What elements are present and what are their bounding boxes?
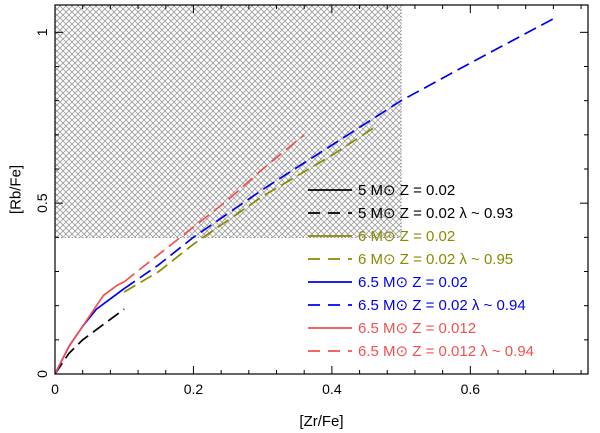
legend: 5 M⊙ Z = 0.02 5 M⊙ Z = 0.02 λ ~ 0.93 6 M⊙ … (308, 182, 534, 360)
y-tick-label: 0 (34, 370, 50, 378)
y-tick-label: 0.5 (34, 193, 50, 213)
series-line-6 (54, 281, 125, 375)
series-line-5 (123, 17, 554, 290)
y-axis-label: [Rb/Fe] (8, 165, 25, 214)
legend-label-7: 6.5 M⊙ Z = 0.012 λ ~ 0.94 (358, 343, 534, 360)
y-tick-label: 1 (34, 28, 50, 36)
legend-label-2: 6 M⊙ Z = 0.02 (358, 228, 455, 245)
legend-label-0: 5 M⊙ Z = 0.02 (358, 182, 455, 199)
series-line-3 (123, 127, 374, 293)
series-line-4 (54, 287, 125, 375)
x-tick-label: 0 (51, 381, 59, 397)
legend-label-3: 6 M⊙ Z = 0.02 λ ~ 0.95 (358, 251, 513, 268)
plot-frame (54, 4, 589, 375)
legend-label-4: 6.5 M⊙ Z = 0.02 (358, 274, 468, 291)
legend-label-6: 6.5 M⊙ Z = 0.012 (358, 320, 476, 337)
x-tick-label: 0.2 (184, 381, 204, 397)
x-tick-label: 0.4 (322, 381, 342, 397)
x-axis-label: [Zr/Fe] (299, 413, 343, 430)
x-tick-label: 0.6 (461, 381, 481, 397)
shaded-region (54, 4, 402, 238)
legend-label-5: 6.5 M⊙ Z = 0.02 λ ~ 0.94 (358, 297, 526, 314)
axis-ticks: 0 0.2 0.4 0.6 0 0.5 1 (34, 5, 588, 397)
legend-label-1: 5 M⊙ Z = 0.02 λ ~ 0.93 (358, 205, 513, 222)
series-line-1 (54, 308, 125, 375)
series-lines (54, 17, 554, 375)
shaded-region-fill (55, 5, 402, 238)
